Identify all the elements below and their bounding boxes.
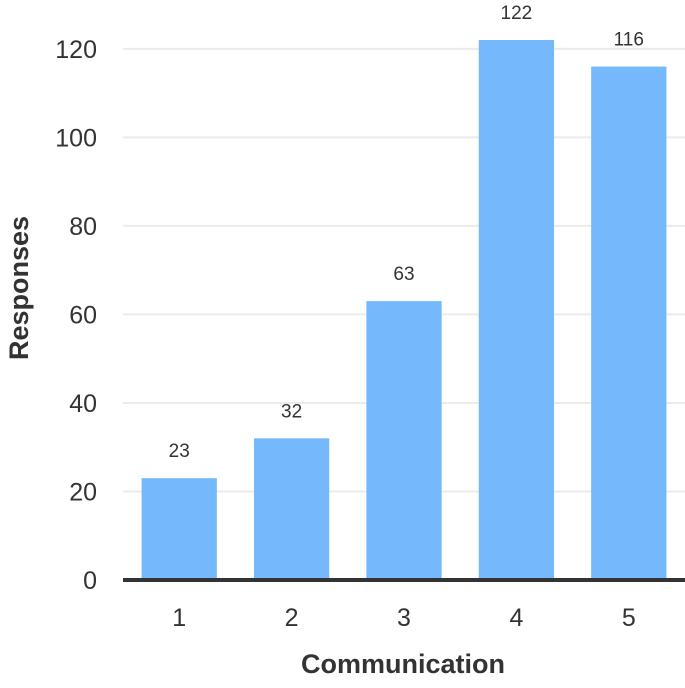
bar — [591, 66, 667, 581]
bar — [478, 40, 555, 580]
x-tick-label: 3 — [397, 604, 411, 632]
x-axis-ticks: 1 2 3 4 5 — [172, 604, 636, 632]
bar — [141, 478, 217, 580]
x-tick-label: 5 — [622, 604, 636, 632]
y-tick-label: 80 — [69, 213, 97, 241]
x-tick-label: 1 — [172, 604, 186, 632]
y-axis-title: Responses — [4, 216, 34, 360]
y-axis-ticks: 0 20 40 60 80 100 120 — [55, 36, 97, 595]
bar-value-label: 32 — [281, 401, 302, 422]
x-tick-label: 2 — [285, 604, 299, 632]
y-tick-label: 0 — [83, 567, 97, 595]
y-tick-label: 20 — [69, 478, 97, 506]
x-axis-title: Communication — [301, 649, 505, 679]
y-tick-label: 60 — [69, 301, 97, 329]
bar-value-label: 63 — [393, 264, 414, 285]
y-tick-label: 120 — [55, 36, 97, 64]
bar — [366, 301, 442, 580]
y-tick-label: 40 — [69, 390, 97, 418]
bar — [253, 438, 330, 580]
bar-value-label: 23 — [169, 441, 190, 462]
bars — [141, 40, 667, 581]
x-tick-label: 4 — [509, 604, 523, 632]
y-tick-label: 100 — [55, 124, 97, 152]
data-labels: 23 32 63 122 116 — [169, 3, 644, 462]
bar-value-label: 122 — [501, 3, 533, 24]
bar-value-label: 116 — [614, 30, 644, 51]
